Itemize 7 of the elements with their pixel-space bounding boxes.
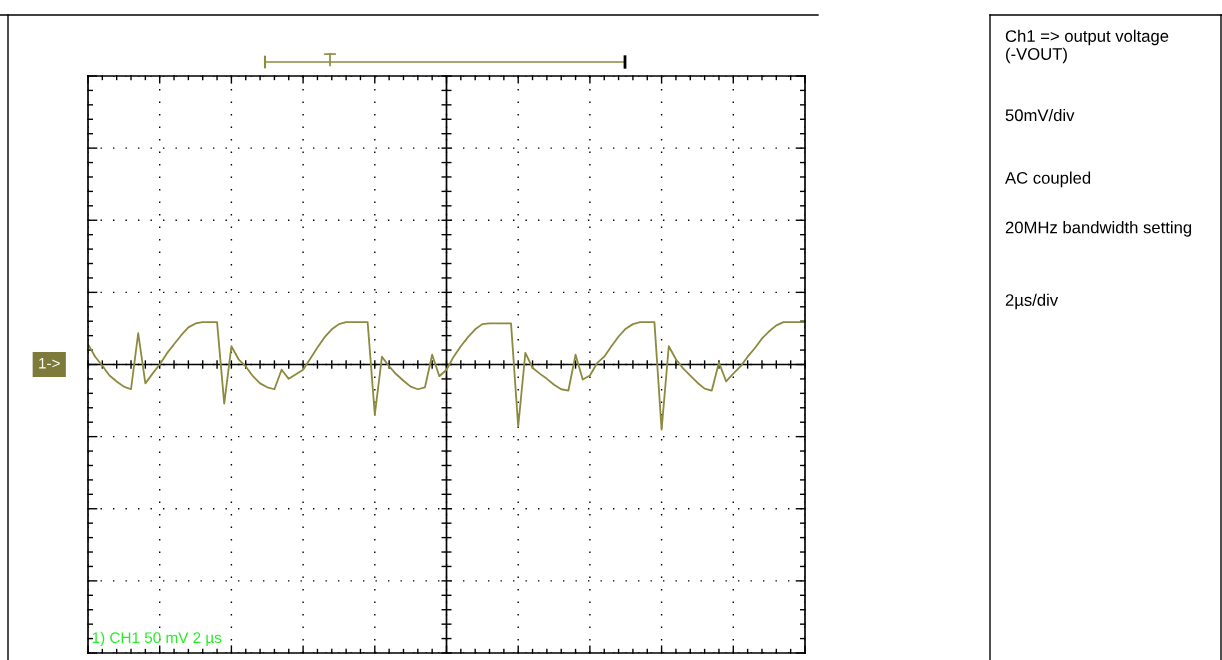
text: Ch1 => output voltage (-VOUT) — [1005, 29, 1169, 64]
text: 2µs/div — [1005, 293, 1059, 310]
text: 50mV/div — [1005, 108, 1075, 122]
text: AC coupled — [1005, 171, 1091, 188]
text: 1-> — [39, 357, 60, 369]
text: 1) CH1 50 mV 2 µs — [92, 631, 222, 647]
text: 20MHz bandwidth setting — [1005, 221, 1192, 237]
